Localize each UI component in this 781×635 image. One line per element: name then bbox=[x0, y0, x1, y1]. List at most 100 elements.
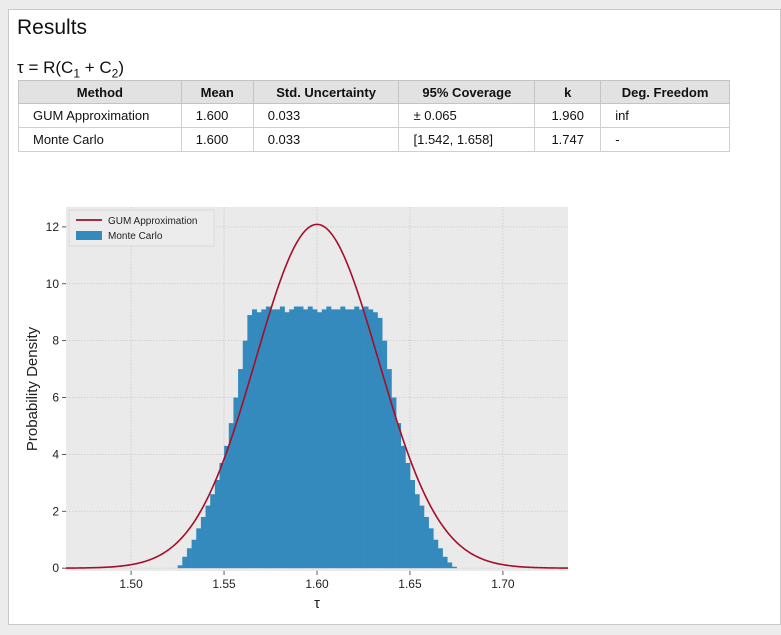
cell-std-uncertainty: 0.033 bbox=[252, 127, 400, 152]
histogram-bar bbox=[391, 397, 397, 569]
histogram-bar bbox=[372, 312, 378, 569]
histogram-bar bbox=[382, 340, 388, 569]
histogram-bar bbox=[442, 556, 448, 569]
x-axis-label: τ bbox=[314, 595, 320, 612]
histogram-bar bbox=[191, 539, 197, 569]
y-tick-label: 8 bbox=[52, 334, 59, 348]
histogram-bar bbox=[396, 423, 402, 569]
histogram-bar bbox=[247, 315, 253, 569]
cell-coverage: [1.542, 1.658] bbox=[398, 127, 536, 152]
cell-mean: 1.600 bbox=[180, 103, 254, 128]
cell-method: GUM Approximation bbox=[18, 103, 182, 128]
x-tick-label: 1.55 bbox=[212, 577, 236, 591]
y-tick-label: 10 bbox=[46, 277, 60, 291]
header-mean[interactable]: Mean bbox=[180, 80, 254, 104]
histogram-bar bbox=[196, 528, 202, 569]
table-header-row: Method Mean Std. Uncertainty 95% Coverag… bbox=[18, 80, 730, 104]
histogram-bar bbox=[177, 565, 183, 569]
histogram-bar bbox=[219, 462, 225, 569]
histogram-bar bbox=[293, 306, 299, 569]
histogram-bar bbox=[270, 309, 276, 569]
histogram-bar bbox=[256, 312, 262, 569]
formula-sub1: 1 bbox=[73, 66, 80, 81]
histogram-bar bbox=[303, 309, 309, 569]
legend-gum-label: GUM Approximation bbox=[108, 216, 197, 227]
histogram-bar bbox=[405, 462, 411, 569]
header-coverage[interactable]: 95% Coverage bbox=[398, 80, 536, 104]
histogram-bar bbox=[451, 566, 457, 569]
histogram-bar bbox=[312, 309, 318, 569]
formula-eq: = R(C bbox=[23, 58, 74, 77]
histogram-bar bbox=[340, 306, 346, 569]
histogram-bar bbox=[265, 306, 271, 569]
header-deg-freedom[interactable]: Deg. Freedom bbox=[600, 80, 730, 104]
cell-k: 1.960 bbox=[534, 103, 602, 128]
histogram-bar bbox=[182, 556, 188, 569]
histogram-bar bbox=[447, 562, 453, 569]
histogram-bar bbox=[437, 548, 443, 569]
results-table: Method Mean Std. Uncertainty 95% Coverag… bbox=[18, 80, 730, 152]
legend-mc-swatch bbox=[76, 231, 102, 240]
histogram-bar bbox=[200, 516, 206, 569]
x-tick-label: 1.50 bbox=[119, 577, 143, 591]
histogram-bar bbox=[428, 528, 434, 569]
histogram-bar bbox=[279, 306, 285, 569]
histogram-bar bbox=[433, 539, 439, 569]
histogram-bar bbox=[377, 317, 383, 569]
cell-deg-freedom: - bbox=[600, 127, 730, 152]
histogram-bar bbox=[358, 309, 364, 569]
cell-coverage: ± 0.065 bbox=[398, 103, 536, 128]
cell-deg-freedom: inf bbox=[600, 103, 730, 128]
histogram-bar bbox=[335, 309, 341, 569]
histogram-bar bbox=[410, 480, 416, 569]
x-tick-label: 1.60 bbox=[305, 577, 329, 591]
histogram-bar bbox=[326, 306, 332, 569]
histogram-bar bbox=[238, 369, 244, 569]
histogram-bar bbox=[289, 309, 295, 569]
histogram-bar bbox=[224, 445, 230, 569]
histogram-bar bbox=[331, 309, 336, 569]
histogram-bar bbox=[386, 369, 392, 569]
header-k[interactable]: k bbox=[534, 80, 602, 104]
histogram-bar bbox=[344, 309, 350, 569]
formula-sub2: 2 bbox=[111, 66, 119, 81]
histogram-bar bbox=[242, 340, 248, 569]
formula-close: ) bbox=[118, 58, 125, 77]
histogram-bar bbox=[210, 494, 216, 569]
histogram-bar bbox=[284, 312, 290, 569]
cell-std-uncertainty: 0.033 bbox=[252, 103, 400, 128]
histogram-bar bbox=[233, 397, 239, 569]
histogram-bar bbox=[354, 306, 360, 569]
distribution-chart: 1.50 1.55 1.60 1.65 1.70 0 2 4 6 8 10 12 τ Probabilit… bbox=[24, 207, 569, 612]
formula-tau: τ bbox=[17, 58, 24, 77]
histogram-bar bbox=[252, 309, 257, 569]
y-tick-label: 6 bbox=[52, 391, 59, 405]
y-axis-label: Probability Density bbox=[24, 326, 41, 451]
formula: τ = R(C1 + C2) bbox=[17, 58, 124, 80]
y-tick-label: 4 bbox=[52, 447, 59, 461]
y-tick-label: 12 bbox=[46, 220, 60, 234]
x-tick-label: 1.70 bbox=[491, 577, 515, 591]
histogram-bar bbox=[363, 306, 369, 569]
legend-mc-label: Monte Carlo bbox=[108, 231, 163, 242]
histogram-bar bbox=[228, 423, 234, 569]
histogram-bar bbox=[414, 494, 420, 569]
histogram-bar bbox=[261, 309, 267, 569]
header-method[interactable]: Method bbox=[18, 80, 182, 104]
table-row[interactable]: Monte Carlo 1.600 0.033 [1.542, 1.658] 1… bbox=[18, 127, 730, 152]
histogram-bar bbox=[368, 309, 374, 569]
results-title: Results bbox=[17, 16, 88, 39]
histogram-bar bbox=[321, 309, 327, 569]
histogram-bar bbox=[307, 306, 313, 569]
x-tick-label: 1.65 bbox=[398, 577, 422, 591]
histogram-bar bbox=[214, 480, 220, 569]
cell-k: 1.747 bbox=[534, 127, 602, 152]
gum-approximation-line bbox=[65, 223, 569, 569]
cell-mean: 1.600 bbox=[180, 127, 254, 152]
histogram-bar bbox=[349, 309, 355, 569]
histogram-bar bbox=[275, 309, 281, 569]
histogram-bar bbox=[424, 516, 429, 569]
histogram-bar bbox=[186, 548, 192, 569]
header-std-uncertainty[interactable]: Std. Uncertainty bbox=[252, 80, 400, 104]
table-row[interactable]: GUM Approximation 1.600 0.033 ± 0.065 1.… bbox=[18, 103, 730, 128]
